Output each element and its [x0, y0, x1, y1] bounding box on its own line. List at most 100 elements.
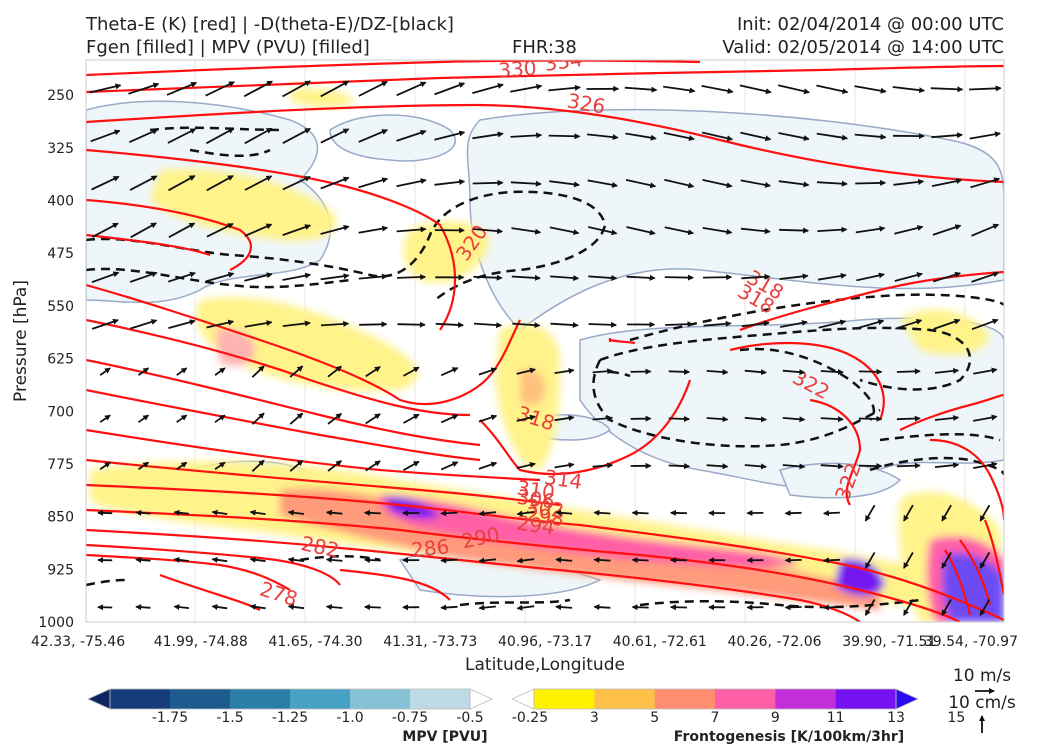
wind-arrow	[244, 272, 273, 282]
wind-arrow	[626, 274, 656, 281]
wind-arrow	[289, 365, 304, 378]
wind-arrow	[176, 367, 188, 376]
wind-arrow	[358, 177, 389, 189]
wind-arrow	[403, 366, 420, 377]
wind-arrow	[934, 462, 960, 469]
wind-arrow	[856, 319, 885, 330]
y-tick-label: 250	[47, 88, 74, 104]
wind-arrow	[668, 368, 691, 375]
wind-arrow	[896, 462, 921, 469]
wind-arrow	[550, 275, 580, 282]
wind-arrow	[903, 551, 914, 569]
wind-arrow	[168, 319, 196, 329]
wind-arrow	[128, 82, 160, 95]
wind-arrow	[593, 556, 611, 563]
wind-arrow	[511, 274, 541, 281]
wind-arrow	[817, 226, 848, 233]
colorbar-max-extension	[469, 688, 493, 710]
wind-arrow	[895, 318, 923, 330]
wind-arrow	[663, 85, 696, 94]
wind-arrow	[822, 604, 840, 611]
wind-arrow	[933, 318, 961, 330]
colorbar-swatch	[110, 689, 171, 709]
theta-e-contour-labels: 3343303263203183183223183143103063022982…	[257, 47, 866, 611]
wind-arrow	[744, 416, 767, 423]
wind-arrow	[173, 556, 190, 563]
wind-arrow	[820, 416, 844, 423]
wind-arrow	[473, 322, 503, 329]
wind-arrow	[701, 85, 734, 94]
wind-arrow	[625, 132, 657, 141]
contour-label-text: 334	[543, 47, 584, 76]
wind-arrow	[206, 175, 234, 192]
wind-arrow	[593, 604, 611, 611]
frontogenesis-filled-regions	[90, 88, 1004, 622]
wind-arrow	[282, 272, 312, 281]
wind-arrow	[941, 504, 952, 522]
wind-arrow	[251, 412, 265, 425]
wind-arrow	[135, 556, 151, 563]
wind-arrow	[587, 133, 619, 141]
valid-time: Valid: 02/05/2014 @ 14:00 UTC	[722, 37, 1004, 58]
wind-arrow	[211, 556, 228, 563]
wind-arrow	[478, 414, 498, 423]
wind-arrow	[816, 180, 848, 187]
wind-arrow	[99, 367, 111, 376]
wind-arrow	[820, 369, 844, 376]
x-tick-label: 40.61, -72.61	[613, 634, 707, 650]
wind-arrow	[472, 179, 504, 186]
wind-arrow	[472, 83, 504, 94]
wind-arrow	[854, 133, 887, 140]
colorbar-tick-label: 15	[947, 710, 965, 726]
colorbar-tick-label: 9	[771, 710, 780, 726]
wind-arrow	[206, 222, 234, 238]
wind-arrow	[167, 271, 196, 283]
wind-arrow	[320, 128, 350, 144]
contour-label-text: 302	[524, 494, 565, 523]
wind-arrow	[822, 557, 840, 564]
wind-arrow	[358, 273, 388, 280]
wind-arrow	[893, 178, 925, 186]
y-tick-label: 850	[47, 510, 74, 526]
wind-arrow	[168, 222, 196, 238]
wind-arrow	[358, 80, 388, 97]
wind-arrow	[99, 461, 111, 471]
wind-arrow	[440, 367, 459, 377]
wind-arrow	[478, 604, 496, 611]
wind-arrow	[516, 604, 535, 611]
wind-arrow	[510, 83, 543, 93]
wind-arrow	[396, 129, 427, 142]
wind-arrow	[784, 604, 802, 611]
wind-arrow	[287, 556, 305, 563]
contour-label-text: 298	[524, 502, 565, 531]
wind-arrow	[744, 369, 767, 376]
wind-arrow	[472, 131, 504, 140]
contour-label: 330	[498, 60, 538, 82]
contour-label-text: 314	[543, 465, 584, 494]
wind-arrow	[129, 271, 158, 283]
wind-arrow	[320, 320, 350, 327]
wind-arrow	[99, 414, 111, 423]
wind-arrow	[549, 180, 580, 188]
chart-title-line1: Theta-E (K) [red] | -D(theta-E)/DZ-[blac…	[86, 14, 454, 35]
wind-arrow	[320, 224, 350, 235]
wind-arrow	[701, 131, 734, 142]
wind-arrow	[403, 460, 420, 471]
contour-label: 314	[543, 465, 584, 494]
wind-arrow	[440, 510, 458, 517]
wind-arrow	[130, 222, 157, 239]
wind-arrow	[89, 83, 122, 94]
wind-arrow	[91, 175, 120, 191]
wind-arrow	[854, 85, 887, 94]
wind-arrow	[741, 273, 771, 280]
wind-arrow	[173, 604, 189, 611]
wind-arrow	[941, 599, 952, 616]
wind-arrow	[397, 321, 426, 328]
wind-arrow	[631, 557, 649, 564]
colorbar-swatch	[715, 689, 776, 709]
wind-arrow	[206, 319, 235, 329]
wind-arrow	[555, 509, 573, 516]
y-tick-label: 550	[47, 299, 74, 315]
init-time: Init: 02/04/2014 @ 00:00 UTC	[736, 14, 1004, 35]
colorbar-min-extension	[511, 688, 535, 710]
